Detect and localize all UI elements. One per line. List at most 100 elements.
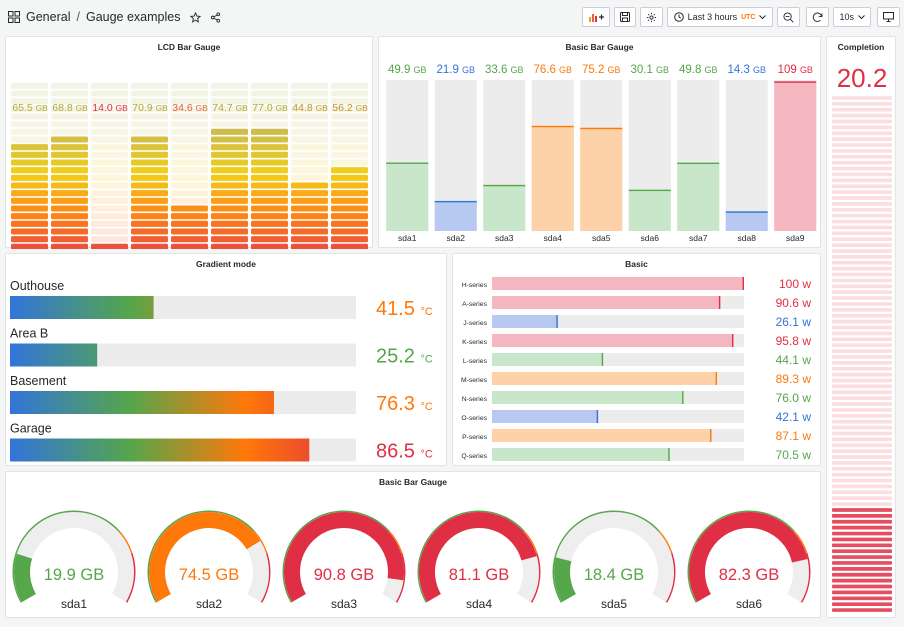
completion-cell: [832, 514, 892, 518]
lcd-cell: [211, 167, 248, 174]
dashboard-title[interactable]: Gauge examples: [85, 10, 181, 24]
lcd-cell: [131, 197, 168, 204]
dashboard-settings-button[interactable]: [639, 7, 663, 27]
lcd-cell: [251, 174, 288, 181]
basic-panel[interactable]: Basic H-series 100 w A-series 90.6 w J-serie…: [452, 253, 821, 466]
lcd-cell: [211, 113, 248, 120]
hbar-value-label: 100 w: [779, 277, 811, 291]
lcd-cell: [91, 128, 128, 135]
gradient-bar-fill: [10, 296, 154, 319]
gauge-panel[interactable]: Basic Bar Gauge 19.9 GB sda1 74.5 GB sda2 90…: [5, 471, 821, 618]
lcd-cell: [291, 167, 328, 174]
lcd-cell: [251, 197, 288, 204]
gauge-series-label: sda6: [736, 597, 762, 611]
lcd-cell: [131, 236, 168, 243]
lcd-cell: [331, 90, 368, 97]
completion-cell: [832, 172, 892, 177]
lcd-cell: [251, 151, 288, 158]
lcd-cell: [331, 220, 368, 227]
lcd-cell: [171, 213, 208, 220]
completion-cell: [832, 543, 892, 548]
lcd-cell: [11, 82, 48, 89]
completion-cell: [832, 443, 892, 448]
hbar-value-label: 87.1 w: [776, 429, 812, 443]
completion-cell: [832, 555, 892, 559]
lcd-cell: [251, 113, 288, 120]
apps-grid-icon[interactable]: [8, 11, 20, 23]
completion-cell: [832, 561, 892, 565]
lcd-cell: [11, 228, 48, 235]
lcd-cell: [331, 197, 368, 204]
completion-value: 20.2: [837, 63, 888, 93]
lcd-cell: [11, 136, 48, 143]
lcd-value-label: 34.6 GB: [172, 102, 208, 114]
lcd-cell: [171, 205, 208, 212]
lcd-cell: [51, 105, 88, 112]
panel-title[interactable]: Basic Bar Gauge: [565, 42, 634, 52]
zoom-out-button[interactable]: [777, 7, 801, 27]
lcd-cell: [51, 182, 88, 189]
panel-title[interactable]: LCD Bar Gauge: [157, 42, 221, 52]
hbar-cap: [601, 353, 604, 366]
star-icon[interactable]: [190, 11, 202, 23]
lcd-value-label: 44.8 GB: [292, 102, 328, 114]
completion-panel[interactable]: Completion 20.2: [826, 36, 896, 618]
lcd-cell: [51, 174, 88, 181]
lcd-bar-gauge-panel[interactable]: LCD Bar Gauge 65.5 GBsda168.8 GBsda214.0…: [5, 36, 373, 249]
refresh-icon: [812, 12, 823, 23]
completion-cell: [832, 225, 892, 230]
share-icon[interactable]: [210, 11, 221, 23]
panel-title[interactable]: Gradient mode: [196, 259, 256, 269]
lcd-cell: [251, 243, 288, 249]
refresh-button[interactable]: [806, 7, 830, 27]
lcd-cell: [91, 98, 128, 105]
lcd-value-label: 65.5 GB: [12, 102, 48, 114]
basic-bar-gauge-panel[interactable]: Basic Bar Gauge 49.9 GB sda1 21.9 GB sda2 33…: [378, 36, 821, 248]
breadcrumb-folder-link[interactable]: General: [26, 10, 71, 24]
add-panel-button[interactable]: [581, 7, 610, 27]
time-range-picker[interactable]: Last 3 hours UTC: [666, 7, 774, 27]
gauge-value-label: 90.8 GB: [314, 566, 375, 584]
lcd-cell: [291, 174, 328, 181]
panel-title[interactable]: Basic: [625, 259, 648, 269]
gradient-mode-panel[interactable]: Gradient mode Outhouse 41.5 °C Area B 25.2 …: [5, 253, 447, 466]
hbar-cap: [668, 448, 670, 461]
time-range-label: Last 3 hours: [687, 12, 738, 22]
lcd-cell: [331, 167, 368, 174]
gauge-series-label: sda1: [61, 597, 87, 611]
lcd-cell: [211, 82, 248, 89]
panel-title[interactable]: Basic Bar Gauge: [378, 477, 448, 487]
bar-fill: [483, 184, 526, 231]
completion-cell: [832, 508, 892, 512]
completion-cell: [832, 107, 892, 112]
lcd-cell: [11, 159, 48, 166]
gauge-value-arc: [14, 553, 37, 602]
completion-cell: [832, 178, 892, 183]
lcd-cell: [171, 220, 208, 227]
completion-cell: [832, 372, 892, 377]
lcd-cell: [171, 190, 208, 197]
lcd-cell: [331, 151, 368, 158]
completion-cell: [832, 213, 892, 218]
completion-cell: [832, 143, 892, 147]
lcd-cell: [251, 182, 288, 189]
lcd-cell: [251, 159, 288, 166]
lcd-cell: [51, 82, 88, 89]
lcd-cell: [131, 174, 168, 181]
refresh-interval-picker[interactable]: 10s: [833, 7, 871, 27]
lcd-cell: [91, 159, 128, 166]
tv-mode-button[interactable]: [877, 7, 900, 27]
lcd-cell: [51, 213, 88, 220]
lcd-cell: [251, 121, 288, 128]
gauge-value-label: 18.4 GB: [584, 566, 645, 584]
gradient-value-label: 86.5 °C: [376, 441, 433, 463]
lcd-cell: [291, 113, 328, 120]
lcd-cell: [11, 167, 48, 174]
save-dashboard-button[interactable]: [613, 7, 636, 27]
lcd-cell: [211, 144, 248, 151]
gauge-value-arc: [284, 512, 404, 602]
lcd-cell: [331, 228, 368, 235]
panel-title[interactable]: Completion: [837, 42, 885, 52]
lcd-cell: [331, 213, 368, 220]
lcd-cell: [131, 167, 168, 174]
